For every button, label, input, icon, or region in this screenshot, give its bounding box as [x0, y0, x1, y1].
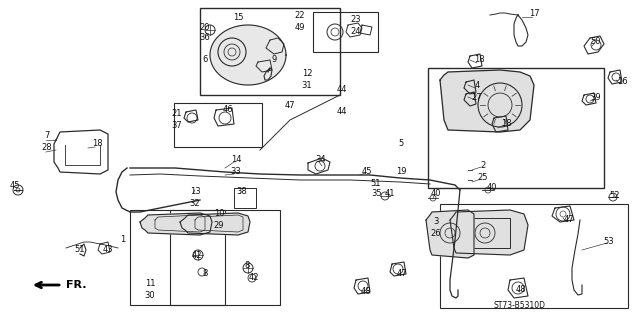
- Text: 20: 20: [200, 23, 210, 33]
- Polygon shape: [450, 210, 528, 255]
- Text: 10: 10: [214, 210, 224, 219]
- Bar: [313, 12, 378, 52]
- Text: 52: 52: [610, 190, 620, 199]
- Text: 14: 14: [231, 156, 241, 164]
- Text: 34: 34: [316, 156, 326, 164]
- Bar: [130, 210, 225, 305]
- Text: 21: 21: [172, 108, 182, 117]
- Text: 3: 3: [434, 218, 439, 227]
- Bar: [234, 188, 256, 208]
- Text: 39: 39: [591, 93, 601, 102]
- Text: 43: 43: [102, 245, 113, 254]
- Polygon shape: [210, 25, 286, 85]
- Text: 1: 1: [120, 236, 126, 244]
- Text: 51: 51: [371, 179, 381, 188]
- Bar: [440, 204, 628, 308]
- Bar: [200, 8, 340, 95]
- Text: 51: 51: [75, 245, 85, 254]
- Polygon shape: [426, 210, 474, 258]
- Text: 28: 28: [42, 143, 52, 153]
- Text: 48: 48: [361, 286, 372, 295]
- Text: 33: 33: [231, 167, 241, 177]
- Text: 15: 15: [233, 13, 243, 22]
- Text: 35: 35: [372, 189, 382, 198]
- Text: 47: 47: [397, 268, 407, 277]
- Text: 17: 17: [529, 10, 539, 19]
- Text: 11: 11: [145, 278, 155, 287]
- Text: 45: 45: [9, 181, 20, 190]
- Text: 2: 2: [480, 161, 485, 170]
- Text: 41: 41: [385, 189, 395, 198]
- Text: 45: 45: [362, 166, 372, 175]
- Bar: [428, 68, 604, 188]
- Text: 48: 48: [516, 285, 526, 294]
- Polygon shape: [440, 70, 534, 132]
- Bar: [170, 210, 280, 305]
- Text: 5: 5: [398, 139, 404, 148]
- Text: 9: 9: [271, 55, 277, 65]
- Text: 22: 22: [295, 12, 305, 20]
- Text: 50: 50: [591, 37, 601, 46]
- Text: 46: 46: [222, 106, 233, 115]
- Text: 23: 23: [351, 15, 362, 25]
- Text: 18: 18: [92, 139, 102, 148]
- Text: 47: 47: [284, 100, 295, 109]
- Text: 49: 49: [295, 23, 305, 33]
- Text: 8: 8: [202, 269, 208, 278]
- Text: 26: 26: [430, 229, 441, 238]
- Polygon shape: [140, 213, 212, 235]
- Text: 16: 16: [617, 77, 628, 86]
- Text: 29: 29: [214, 221, 224, 230]
- Text: 40: 40: [487, 183, 497, 193]
- Text: 44: 44: [337, 85, 347, 94]
- Text: 7: 7: [44, 132, 50, 140]
- Text: 40: 40: [431, 189, 441, 198]
- Bar: [174, 103, 262, 147]
- Text: 24: 24: [351, 28, 362, 36]
- Text: 47: 47: [564, 215, 574, 225]
- Text: 12: 12: [301, 68, 312, 77]
- Text: 19: 19: [396, 166, 406, 175]
- Text: 53: 53: [604, 236, 614, 245]
- Polygon shape: [180, 213, 250, 235]
- Text: FR.: FR.: [66, 280, 87, 290]
- Text: 18: 18: [501, 118, 511, 127]
- Text: 36: 36: [200, 34, 210, 43]
- Text: 37: 37: [172, 121, 183, 130]
- Text: 44: 44: [337, 108, 347, 116]
- Text: ST73-B5310D: ST73-B5310D: [494, 301, 546, 310]
- Text: 42: 42: [249, 274, 259, 283]
- Text: 18: 18: [474, 55, 484, 65]
- Text: 25: 25: [478, 172, 489, 181]
- Text: 31: 31: [301, 81, 312, 90]
- Text: 38: 38: [236, 187, 247, 196]
- Text: 13: 13: [190, 187, 200, 196]
- Text: 27: 27: [471, 93, 482, 102]
- Text: 32: 32: [190, 198, 200, 207]
- Text: 30: 30: [145, 291, 155, 300]
- Bar: [460, 218, 510, 248]
- Text: 6: 6: [202, 55, 208, 65]
- Text: 42: 42: [191, 252, 202, 260]
- Text: 8: 8: [245, 261, 250, 270]
- Text: 4: 4: [475, 82, 480, 91]
